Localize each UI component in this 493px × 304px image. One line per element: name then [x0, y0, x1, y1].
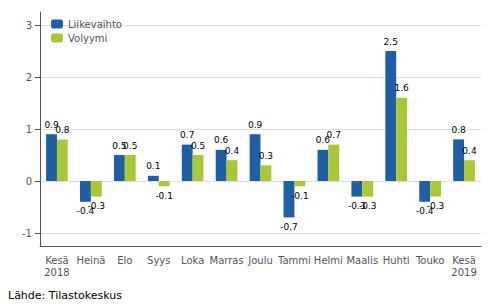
svg-text:-0.7: -0.7: [280, 222, 298, 232]
svg-text:2: 2: [26, 72, 32, 83]
svg-text:0.8: 0.8: [55, 125, 70, 135]
svg-text:-0.1: -0.1: [291, 191, 309, 201]
svg-text:Volyymi: Volyymi: [68, 33, 107, 44]
svg-text:-1: -1: [22, 228, 32, 239]
svg-text:0.5: 0.5: [112, 140, 127, 151]
svg-text:0.5: 0.5: [191, 141, 205, 151]
svg-text:Huhti: Huhti: [383, 255, 410, 266]
svg-text:0: 0: [26, 176, 32, 187]
svg-text:Heinä: Heinä: [76, 255, 105, 266]
svg-text:-0.1: -0.1: [155, 191, 173, 201]
svg-text:-0.3: -0.3: [348, 201, 366, 212]
svg-text:-0.3: -0.3: [359, 201, 377, 211]
svg-text:Lähde: Tilastokeskus: Lähde: Tilastokeskus: [8, 289, 122, 302]
svg-text:0.4: 0.4: [462, 146, 477, 156]
svg-text:0.3: 0.3: [259, 151, 273, 161]
svg-text:Tammi: Tammi: [277, 255, 311, 266]
svg-text:0.8: 0.8: [451, 125, 466, 135]
svg-text:Kesä: Kesä: [45, 255, 69, 266]
svg-text:2018: 2018: [44, 267, 69, 278]
svg-text:0.1: 0.1: [146, 161, 160, 171]
svg-text:2019: 2019: [451, 267, 476, 278]
svg-text:1.6: 1.6: [394, 83, 409, 93]
svg-text:-0.3: -0.3: [88, 201, 106, 211]
svg-text:0.9: 0.9: [44, 119, 59, 130]
svg-text:-0.4: -0.4: [415, 206, 434, 217]
svg-text:0.5: 0.5: [123, 141, 137, 151]
svg-text:0.7: 0.7: [327, 130, 341, 140]
svg-text:-0.3: -0.3: [427, 201, 445, 211]
svg-text:0.6: 0.6: [315, 135, 331, 146]
svg-text:Joulu: Joulu: [247, 255, 273, 266]
svg-text:0.6: 0.6: [214, 135, 229, 145]
svg-text:2.5: 2.5: [384, 37, 398, 47]
svg-text:0.9: 0.9: [248, 120, 263, 130]
svg-text:0.7: 0.7: [180, 130, 194, 140]
svg-text:Helmi: Helmi: [314, 255, 343, 266]
svg-text:Liikevaihto: Liikevaihto: [68, 19, 122, 30]
svg-text:-0.4: -0.4: [76, 206, 95, 217]
svg-text:Syys: Syys: [147, 255, 170, 266]
svg-text:Maalis: Maalis: [346, 255, 378, 266]
svg-text:Touko: Touko: [415, 255, 444, 266]
svg-text:Loka: Loka: [181, 255, 204, 266]
svg-text:3: 3: [26, 20, 32, 31]
svg-text:1: 1: [26, 124, 32, 135]
svg-text:0.4: 0.4: [225, 146, 240, 156]
svg-text:Marras: Marras: [210, 255, 244, 266]
svg-text:Elo: Elo: [117, 255, 132, 266]
svg-text:Kesä: Kesä: [452, 255, 476, 266]
